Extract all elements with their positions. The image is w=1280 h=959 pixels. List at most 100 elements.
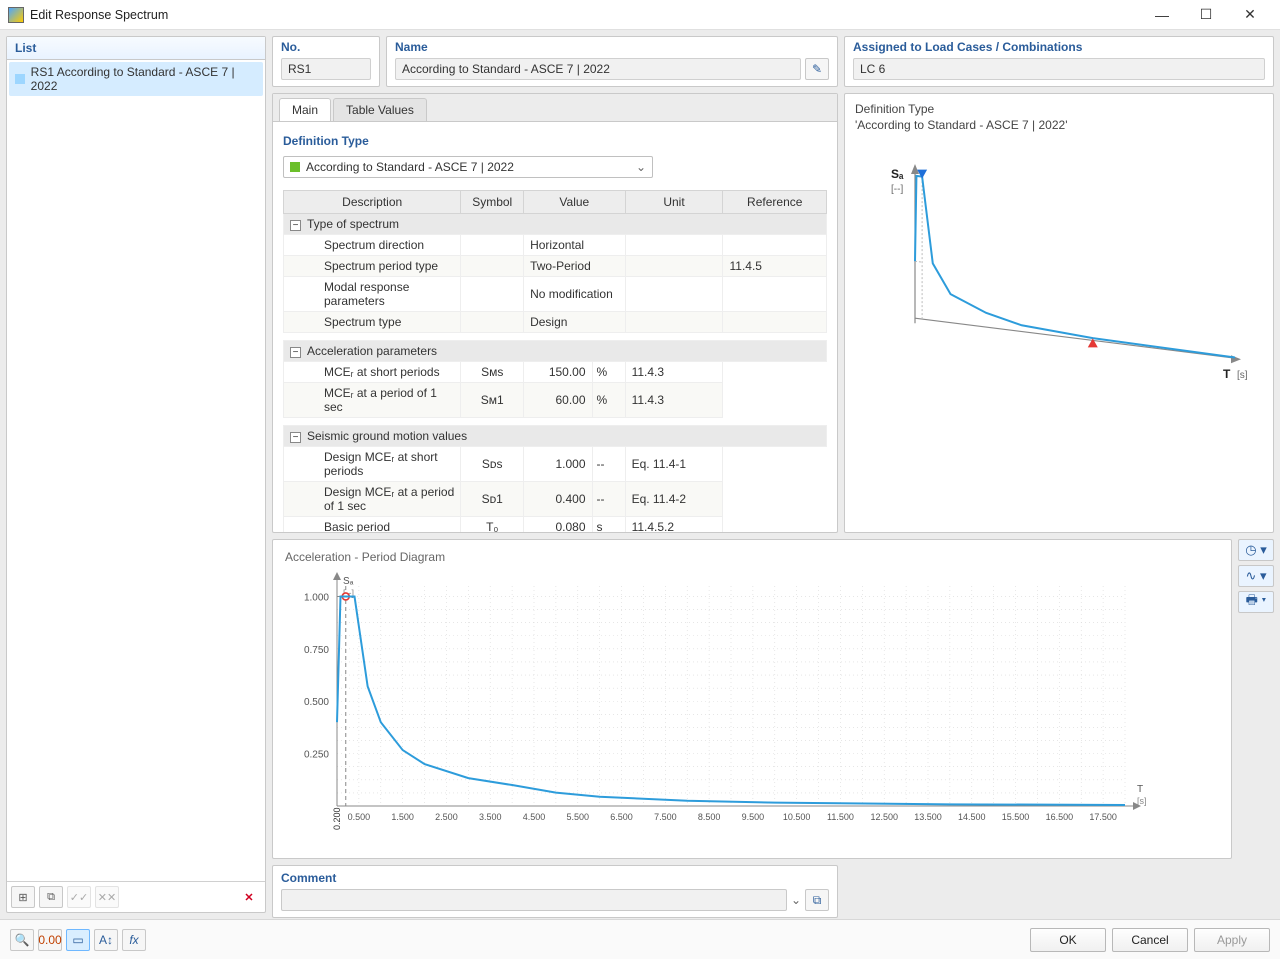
tab-main[interactable]: Main xyxy=(279,98,331,121)
script-icon[interactable]: A↕ xyxy=(94,929,118,951)
table-row[interactable]: Basic periodT₀0.080s11.4.5.2 xyxy=(284,517,827,533)
no-group: No. RS1 xyxy=(272,36,380,87)
list-body[interactable]: RS1 According to Standard - ASCE 7 | 202… xyxy=(7,60,265,881)
svg-text:10.500: 10.500 xyxy=(783,812,811,822)
maximize-button[interactable]: ☐ xyxy=(1184,1,1228,29)
table-row[interactable]: Spectrum period typeTwo-Period11.4.5 xyxy=(284,256,827,277)
svg-text:[--]: [--] xyxy=(891,184,903,195)
svg-text:17.500: 17.500 xyxy=(1089,812,1117,822)
apply-button[interactable]: Apply xyxy=(1194,928,1270,952)
svg-text:11.500: 11.500 xyxy=(827,812,854,822)
header-fields: No. RS1 Name According to Standard - ASC… xyxy=(272,36,1274,87)
assigned-input[interactable]: LC 6 xyxy=(853,58,1265,80)
parameter-table: Description Symbol Value Unit Reference … xyxy=(283,190,827,532)
def-preview-title: Definition Type xyxy=(855,102,1263,116)
list-item-label: RS1 According to Standard - ASCE 7 | 202… xyxy=(31,65,257,93)
table-row[interactable]: MCEᵣ at short periodsSᴍs150.00%11.4.3 xyxy=(284,362,827,383)
section-row[interactable]: −Acceleration parameters xyxy=(284,341,827,362)
svg-text:[s]: [s] xyxy=(1137,796,1147,806)
delete-item-button[interactable]: ✕ xyxy=(237,886,261,908)
color-icon[interactable]: ▭ xyxy=(66,929,90,951)
definition-type-combo[interactable]: According to Standard - ASCE 7 | 2022 ⌄ xyxy=(283,156,653,178)
name-input[interactable]: According to Standard - ASCE 7 | 2022 xyxy=(395,58,801,80)
svg-text:[s]: [s] xyxy=(1237,370,1248,381)
svg-text:15.500: 15.500 xyxy=(1002,812,1030,822)
content-area: List RS1 According to Standard - ASCE 7 … xyxy=(0,30,1280,919)
right-area: No. RS1 Name According to Standard - ASC… xyxy=(272,36,1274,913)
table-row[interactable]: Modal response parametersNo modification xyxy=(284,277,827,312)
col-symbol: Symbol xyxy=(461,191,524,214)
copy-item-button[interactable]: ⧉ xyxy=(39,886,63,908)
def-preview-sub: 'According to Standard - ASCE 7 | 2022' xyxy=(855,118,1263,132)
units-icon[interactable]: 0.00 xyxy=(38,929,62,951)
comment-input[interactable] xyxy=(281,889,787,911)
assigned-label: Assigned to Load Cases / Combinations xyxy=(853,40,1265,54)
curve-icon[interactable]: ∿ ▾ xyxy=(1238,565,1274,587)
definition-preview-chart: Sₐ [--] T [s] xyxy=(855,140,1255,400)
definition-combo-value: According to Standard - ASCE 7 | 2022 xyxy=(306,160,514,174)
cancel-button[interactable]: Cancel xyxy=(1112,928,1188,952)
ok-button[interactable]: OK xyxy=(1030,928,1106,952)
close-button[interactable]: ✕ xyxy=(1228,1,1272,29)
col-description: Description xyxy=(284,191,461,214)
uncheck-all-button[interactable]: ✕✕ xyxy=(95,886,119,908)
svg-text:2.500: 2.500 xyxy=(435,812,458,822)
new-item-button[interactable]: ⊞ xyxy=(11,886,35,908)
svg-text:0.200: 0.200 xyxy=(332,807,342,830)
svg-text:Sₐ: Sₐ xyxy=(891,167,904,181)
svg-text:T: T xyxy=(1137,784,1143,795)
svg-text:T: T xyxy=(1223,367,1231,381)
table-row[interactable]: MCEᵣ at a period of 1 secSᴍ160.00%11.4.3 xyxy=(284,383,827,418)
svg-text:8.500: 8.500 xyxy=(698,812,721,822)
comment-panel: Comment ⌄ ⧉ xyxy=(272,865,838,918)
svg-text:3.500: 3.500 xyxy=(479,812,502,822)
mid-row: Main Table Values Definition Type Accord… xyxy=(272,93,1274,533)
svg-text:4.500: 4.500 xyxy=(523,812,546,822)
definition-swatch xyxy=(290,162,300,172)
section-row[interactable]: −Type of spectrum xyxy=(284,214,827,235)
svg-text:6.500: 6.500 xyxy=(610,812,633,822)
svg-text:0.500: 0.500 xyxy=(304,697,329,708)
tab-table-values[interactable]: Table Values xyxy=(333,98,427,121)
col-unit: Unit xyxy=(625,191,723,214)
list-header: List xyxy=(7,37,265,60)
combo-chevron-icon[interactable]: ⌄ xyxy=(791,893,801,907)
main-chart-panel: Acceleration - Period Diagram 0.2500.500… xyxy=(272,539,1232,859)
svg-text:13.500: 13.500 xyxy=(914,812,942,822)
table-row[interactable]: Design MCEᵣ at short periodsSᴅs1.000--Eq… xyxy=(284,447,827,482)
minimize-button[interactable]: — xyxy=(1140,1,1184,29)
comment-label: Comment xyxy=(281,871,829,885)
fx-icon[interactable]: fx xyxy=(122,929,146,951)
section-row[interactable]: −Seismic ground motion values xyxy=(284,426,827,447)
comment-extra-icon[interactable]: ⧉ xyxy=(805,889,829,911)
svg-text:12.500: 12.500 xyxy=(870,812,898,822)
app-icon xyxy=(8,7,24,23)
assigned-group: Assigned to Load Cases / Combinations LC… xyxy=(844,36,1274,87)
chevron-down-icon: ⌄ xyxy=(636,160,646,174)
clock-icon[interactable]: ◷ ▾ xyxy=(1238,539,1274,561)
help-icon[interactable]: 🔍 xyxy=(10,929,34,951)
svg-text:0.750: 0.750 xyxy=(304,645,329,656)
col-value: Value xyxy=(524,191,626,214)
table-row[interactable]: Spectrum typeDesign xyxy=(284,312,827,333)
titlebar: Edit Response Spectrum — ☐ ✕ xyxy=(0,0,1280,30)
svg-text:Sₐ: Sₐ xyxy=(343,576,354,587)
no-input[interactable]: RS1 xyxy=(281,58,371,80)
col-reference: Reference xyxy=(723,191,827,214)
svg-text:14.500: 14.500 xyxy=(958,812,986,822)
main-params-panel: Main Table Values Definition Type Accord… xyxy=(272,93,838,533)
check-all-button[interactable]: ✓✓ xyxy=(67,886,91,908)
table-row[interactable]: Design MCEᵣ at a period of 1 secSᴅ10.400… xyxy=(284,482,827,517)
list-item-rs1[interactable]: RS1 According to Standard - ASCE 7 | 202… xyxy=(9,62,263,96)
definition-preview-panel: Definition Type 'According to Standard -… xyxy=(844,93,1274,533)
params-body: Definition Type According to Standard - … xyxy=(273,122,837,532)
name-label: Name xyxy=(395,40,829,54)
svg-text:7.500: 7.500 xyxy=(654,812,677,822)
footer: 🔍 0.00 ▭ A↕ fx OK Cancel Apply xyxy=(0,919,1280,959)
list-panel: List RS1 According to Standard - ASCE 7 … xyxy=(6,36,266,913)
table-row[interactable]: Spectrum directionHorizontal xyxy=(284,235,827,256)
comment-spacer xyxy=(844,865,1274,918)
definition-type-header: Definition Type xyxy=(283,134,827,148)
rename-icon[interactable]: ✎ xyxy=(805,58,829,80)
print-icon[interactable]: 🖶 ▾ xyxy=(1238,591,1274,613)
